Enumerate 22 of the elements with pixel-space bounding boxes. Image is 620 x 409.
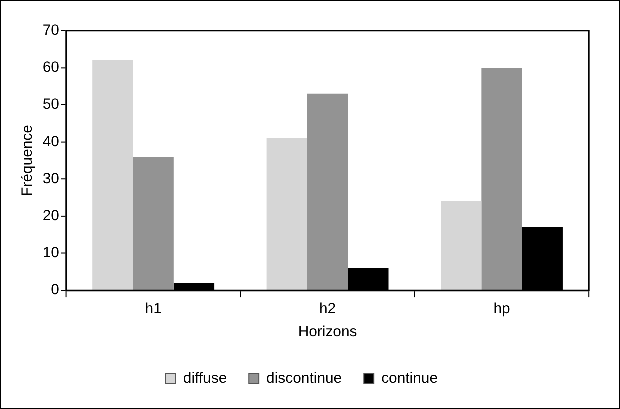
bar [92,60,134,290]
x-tick-label: h2 [319,300,336,318]
y-tick-label: 30 [42,170,60,188]
bar [266,138,308,290]
y-tick-label: 40 [42,133,60,150]
y-tick-label: 20 [42,208,60,224]
y-tick-label: 10 [42,244,60,262]
x-axis-title: Horizons [298,324,358,340]
y-tick-label: 60 [42,59,60,76]
legend-label: discontinue [266,370,342,387]
legend-label: diffuse [183,370,228,387]
legend-label: continue [382,370,438,387]
bar [482,68,522,290]
y-tick-label: 0 [51,282,60,299]
x-tick-label: h1 [145,300,162,318]
y-tick-label: 50 [42,96,60,114]
bar [133,157,174,290]
y-tick-label: 70 [42,22,60,39]
bar [441,202,482,290]
x-tick-label: hp [494,300,510,318]
y-axis-title: Fréquence [19,125,36,196]
bar [307,94,348,290]
